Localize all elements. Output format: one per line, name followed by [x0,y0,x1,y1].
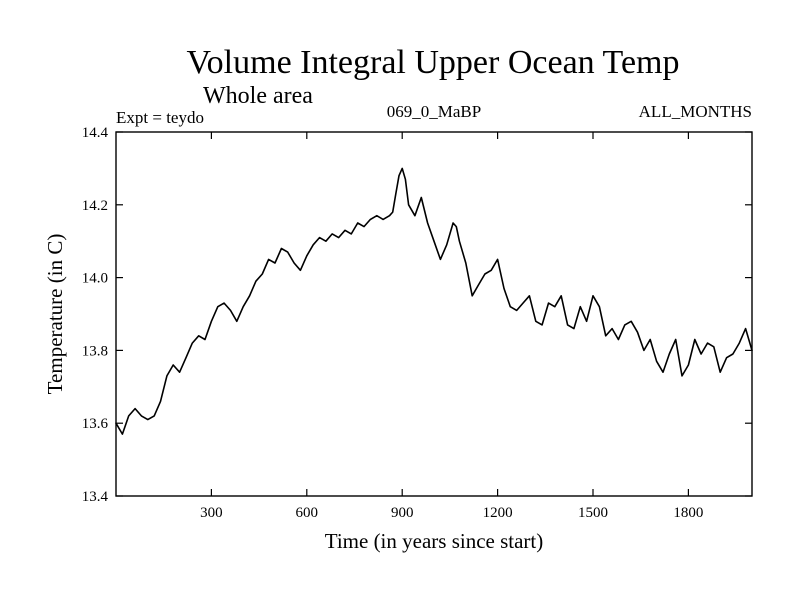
x-tick-label: 1800 [673,505,703,521]
run-label: 069_0_MaBP [387,102,481,121]
y-axis-label: Temperature (in C) [43,234,67,395]
x-axis-ticks: 300 600 900 1200 1500 1800 [200,132,703,521]
y-axis-ticks: 13.4 13.6 13.8 14.0 14.2 14.4 [82,125,752,505]
y-tick-label: 13.8 [82,343,108,359]
series-line [115,167,753,435]
period-label: ALL_MONTHS [639,102,752,121]
chart-title: Volume Integral Upper Ocean Temp [187,44,680,81]
y-tick-label: 14.0 [82,271,108,287]
x-tick-label: 1500 [578,505,608,521]
x-axis-label: Time (in years since start) [325,529,544,553]
y-tick-label: 14.2 [82,198,108,214]
plot-area: 13.4 13.6 13.8 14.0 14.2 14.4 300 600 900 1200 15… [82,125,753,521]
y-tick-label: 14.4 [82,125,109,141]
y-tick-label: 13.4 [82,489,109,505]
chart-subtitle: Whole area [203,83,313,109]
x-tick-label: 600 [296,505,319,521]
x-tick-label: 300 [200,505,223,521]
y-tick-label: 13.6 [82,416,109,432]
plot-frame [115,131,753,497]
expt-label: Expt = teydo [116,108,204,127]
x-tick-label: 1200 [483,505,513,521]
x-tick-label: 900 [391,505,414,521]
